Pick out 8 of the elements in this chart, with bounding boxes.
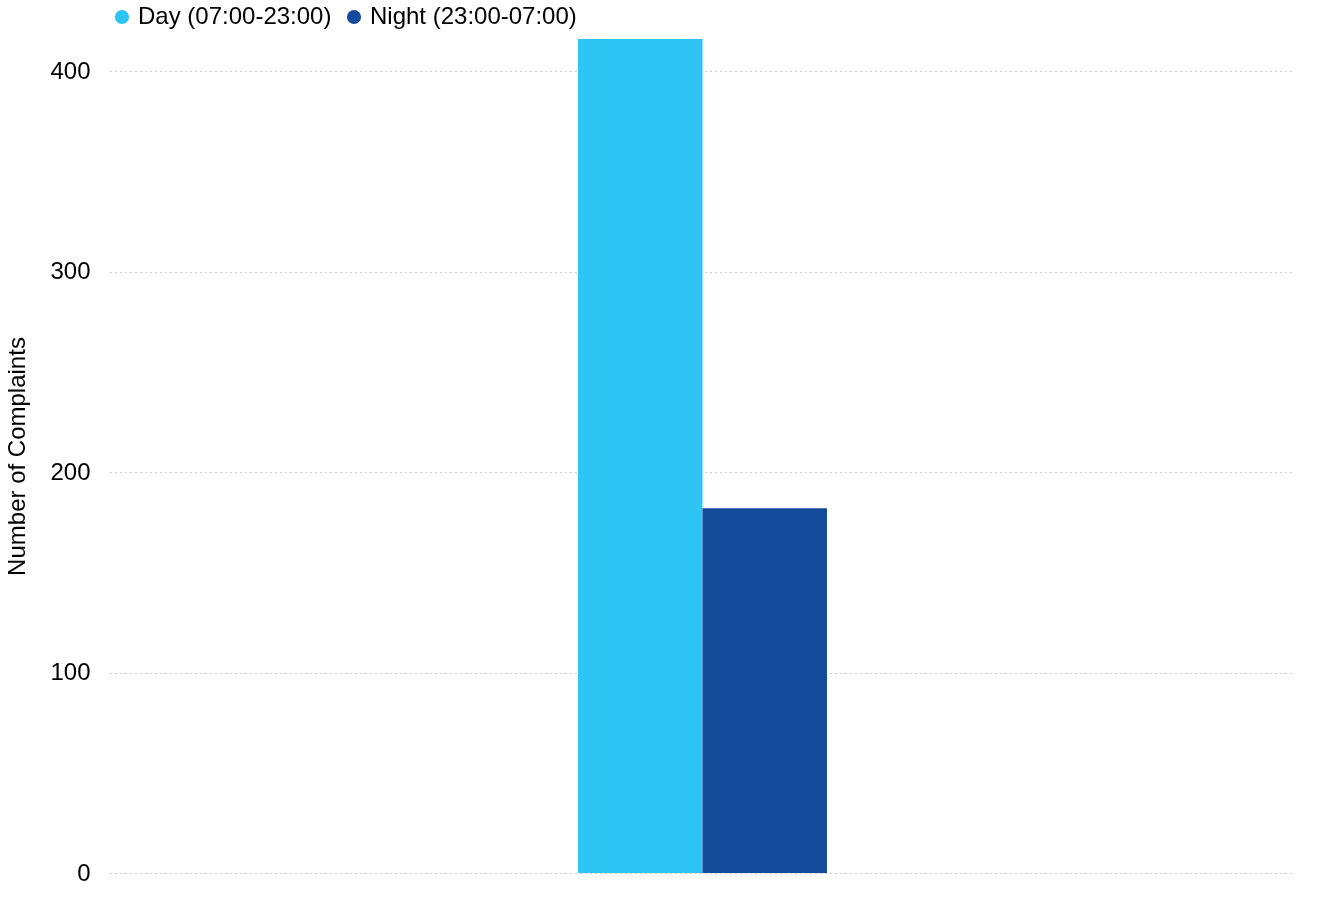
- legend-label: Night (23:00-07:00): [370, 2, 577, 29]
- y-tick-label: 100: [50, 658, 91, 686]
- y-axis-title: Number of Complaints: [3, 337, 31, 576]
- y-tick-label: 200: [50, 457, 91, 485]
- y-tick-label: 300: [50, 257, 91, 285]
- y-tick-label: 0: [77, 858, 91, 886]
- legend-label: Day (07:00-23:00): [138, 2, 332, 29]
- y-tick-label: 400: [50, 56, 91, 84]
